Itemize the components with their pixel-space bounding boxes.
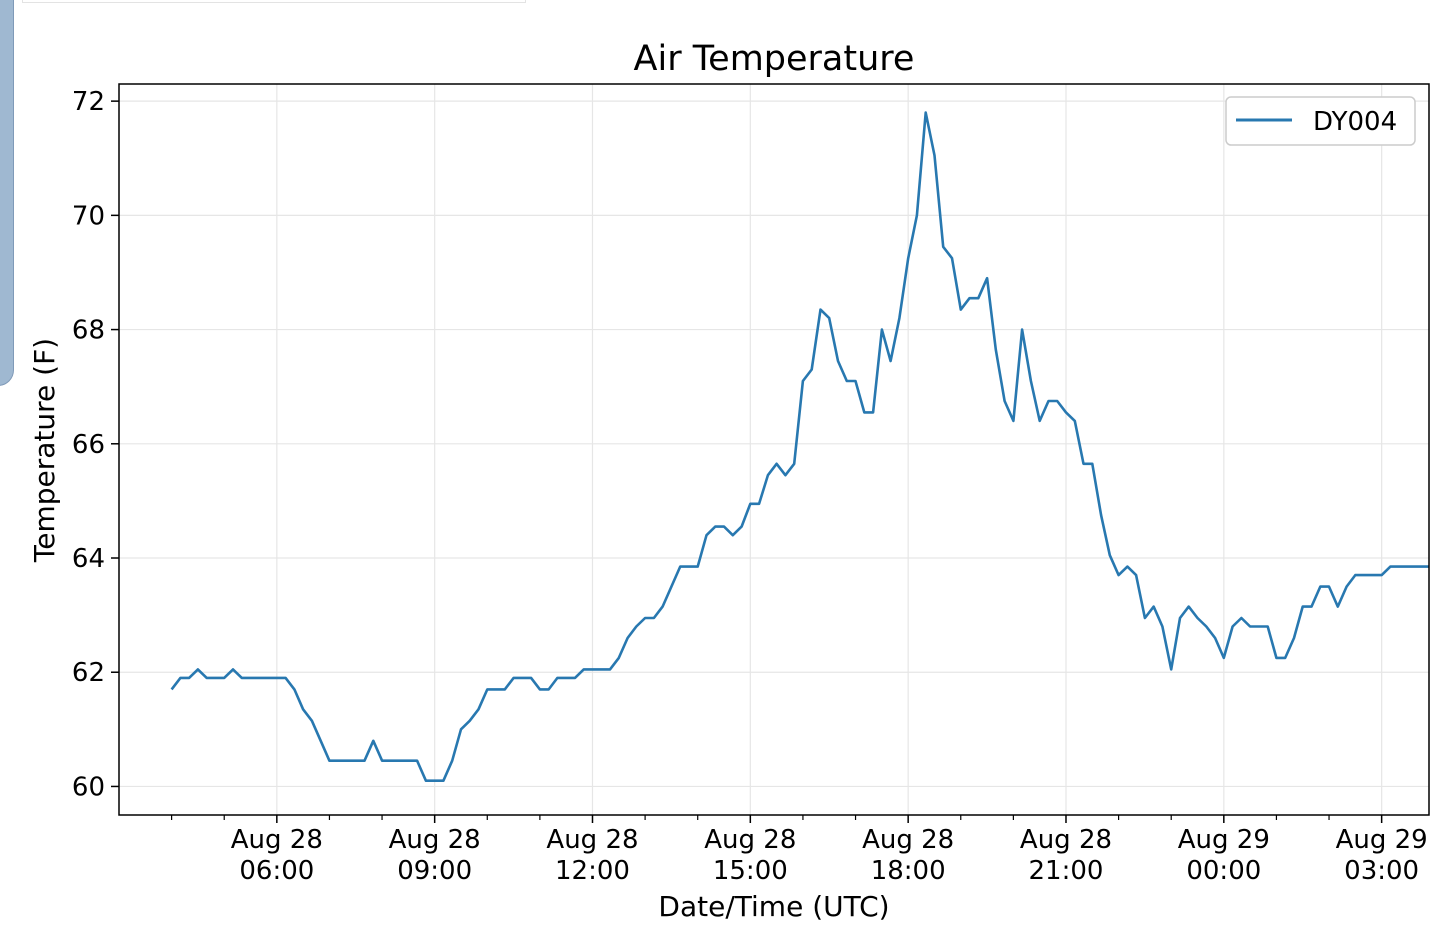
x-tick-label-date: Aug 28 [231,825,323,855]
x-tick-label-time: 15:00 [713,856,788,886]
y-tick-label: 70 [72,201,105,231]
y-axis-label: Temperature (F) [28,338,61,563]
y-tick-label: 68 [72,316,105,346]
top-input-edge [22,0,526,3]
x-tick-label-time: 06:00 [239,856,314,886]
x-axis-label: Date/Time (UTC) [658,890,889,923]
legend: DY004 [1225,96,1416,146]
x-tick-label-time: 18:00 [871,856,946,886]
series-line-dy004 [170,111,1429,783]
y-tick-label: 72 [72,87,105,117]
chart-title: Air Temperature [634,39,915,79]
x-tick-label-date: Aug 28 [862,825,954,855]
x-tick-label-date: Aug 28 [389,825,481,855]
x-tick-label-date: Aug 28 [1020,825,1112,855]
y-tick-label: 60 [72,772,105,802]
x-tick-label-date: Aug 29 [1178,825,1270,855]
x-tick-label-time: 09:00 [397,856,472,886]
y-tick-label: 62 [72,658,105,688]
x-tick-label-time: 00:00 [1186,856,1261,886]
legend-label-dy004: DY004 [1313,107,1397,137]
series-lines [170,111,1429,783]
x-tick-label-time: 21:00 [1029,856,1104,886]
y-tick-label: 66 [72,430,105,460]
x-tick-label-date: Aug 28 [546,825,638,855]
x-tick-label-date: Aug 28 [704,825,796,855]
plot-area-frame [118,83,1430,816]
x-tick-label-date: Aug 29 [1336,825,1428,855]
y-tick-label: 64 [72,544,105,574]
grid-lines [119,84,1429,815]
x-tick-label-time: 03:00 [1344,856,1419,886]
x-tick-label-time: 12:00 [555,856,630,886]
legend-box [1225,96,1416,146]
